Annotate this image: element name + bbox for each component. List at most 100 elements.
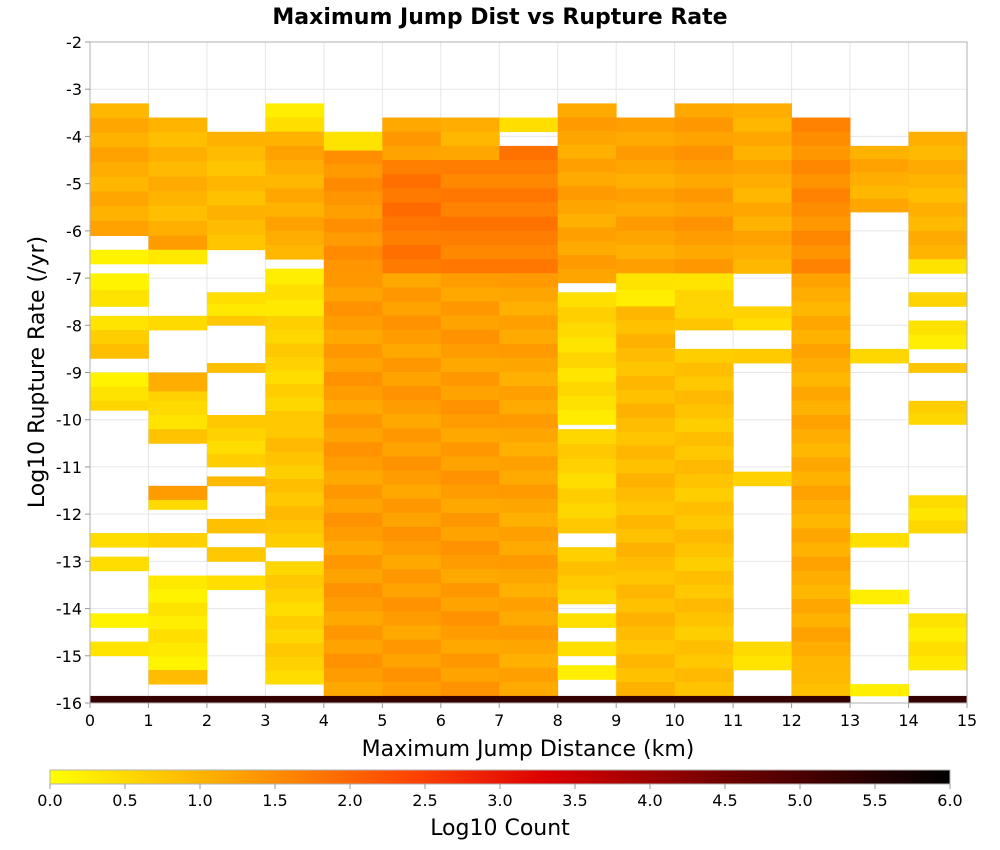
heatmap-cell: [323, 131, 383, 151]
heatmap-cell: [382, 188, 442, 203]
heatmap-cell: [791, 117, 851, 133]
heatmap-cell: [791, 443, 851, 458]
heatmap-cell: [265, 216, 325, 232]
x-tick-label: 7: [494, 711, 504, 730]
y-tick-label: -5: [66, 175, 82, 194]
heatmap-cell: [265, 588, 325, 603]
heatmap-cell: [323, 526, 383, 542]
heatmap-cell: [499, 681, 559, 697]
colorbar-tick-label: 5.5: [862, 791, 887, 810]
heatmap-cell: [265, 268, 325, 285]
heatmap-cell: [323, 287, 383, 302]
heatmap-cell: [557, 396, 617, 411]
heatmap-cell: [265, 695, 325, 704]
heatmap-cell: [616, 640, 676, 655]
heatmap-cell: [440, 681, 500, 697]
heatmap-cell: [440, 597, 500, 612]
heatmap-cell: [382, 315, 442, 331]
heatmap-cell: [908, 216, 968, 232]
heatmap-cell: [499, 343, 559, 359]
heatmap-cell: [440, 145, 500, 161]
heatmap-cell: [674, 557, 734, 572]
heatmap-cell: [674, 432, 734, 447]
heatmap-cell: [148, 161, 208, 177]
heatmap-cell: [148, 391, 208, 402]
x-tick-label: 2: [202, 711, 212, 730]
heatmap-cell: [557, 268, 617, 284]
heatmap-cell: [908, 655, 968, 671]
heatmap-cell: [733, 188, 792, 203]
heatmap-cell: [148, 602, 208, 617]
heatmap-cell: [616, 230, 676, 246]
colorbar-label: Log10 Count: [430, 816, 570, 841]
heatmap-cell: [323, 357, 383, 373]
heatmap-cell: [791, 287, 851, 303]
heatmap-cell: [499, 357, 559, 373]
heatmap-cell: [908, 400, 968, 414]
heatmap-cell: [382, 343, 442, 359]
heatmap-cell: [382, 653, 442, 669]
heatmap-cell: [557, 429, 617, 445]
heatmap-cell: [616, 348, 676, 363]
heatmap-cell: [323, 259, 383, 274]
heatmap-cell: [616, 320, 676, 335]
heatmap-cell: [323, 653, 383, 669]
heatmap-cell: [616, 245, 676, 260]
heatmap-cell: [206, 315, 266, 326]
heatmap-cell: [557, 665, 617, 680]
heatmap-cell: [265, 145, 325, 161]
heatmap-cell: [499, 653, 559, 669]
heatmap-cell: [323, 150, 383, 165]
heatmap-cell: [265, 131, 325, 147]
heatmap-cell: [616, 654, 676, 669]
heatmap-cell: [265, 438, 325, 453]
heatmap-cell: [791, 429, 851, 444]
heatmap-cell: [323, 498, 383, 514]
heatmap-cell: [733, 471, 792, 487]
heatmap-cell: [616, 431, 676, 446]
heatmap-cell: [733, 245, 792, 260]
heatmap-cell: [557, 410, 617, 425]
heatmap-cell: [616, 216, 676, 232]
heatmap-cell: [90, 315, 149, 331]
heatmap-cell: [148, 414, 208, 430]
heatmap-cell: [382, 216, 442, 232]
heatmap-cell: [674, 390, 734, 405]
heatmap-cell: [382, 540, 442, 556]
heatmap-cell: [323, 428, 383, 443]
heatmap-cell: [499, 498, 559, 514]
heatmap-cell: [323, 625, 383, 640]
heatmap-cell: [499, 400, 559, 415]
heatmap-cell: [499, 569, 559, 584]
heatmap-cell: [791, 542, 851, 558]
heatmap-cell: [733, 348, 792, 364]
colorbar-tick-label: 6.0: [937, 791, 962, 810]
heatmap-cell: [265, 670, 325, 685]
heatmap-cell: [323, 639, 383, 655]
heatmap-cell: [499, 315, 559, 331]
heatmap-cell: [557, 575, 617, 591]
heatmap-cell: [499, 202, 559, 218]
heatmap-cell: [850, 185, 909, 200]
y-tick-label: -13: [56, 552, 82, 571]
heatmap-cell: [148, 485, 208, 501]
heatmap-cell: [440, 245, 500, 260]
heatmap-cell: [265, 383, 325, 398]
heatmap-cell: [791, 684, 851, 697]
heatmap-cell: [674, 418, 734, 433]
heatmap-cell: [265, 478, 325, 494]
heatmap-cell: [323, 414, 383, 429]
heatmap-cell: [791, 344, 851, 359]
heatmap-cell: [323, 273, 383, 288]
heatmap-cell: [148, 147, 208, 163]
heatmap-cell: [90, 289, 149, 307]
heatmap-cell: [616, 289, 676, 307]
heatmap-cell: [440, 301, 500, 317]
heatmap-cell: [323, 667, 383, 683]
heatmap-cell: [616, 598, 676, 613]
heatmap-cell: [90, 147, 149, 163]
heatmap-cell: [265, 160, 325, 175]
heatmap-cell: [791, 641, 851, 657]
heatmap-cell: [206, 440, 266, 455]
heatmap-cell: [148, 629, 208, 644]
